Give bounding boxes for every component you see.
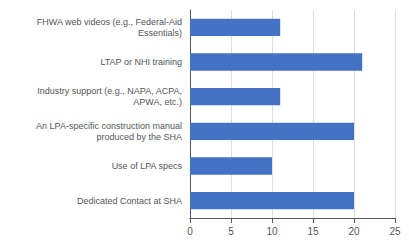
svg-text:5: 5 bbox=[228, 226, 234, 237]
svg-text:0: 0 bbox=[187, 226, 193, 237]
svg-text:Dedicated Contact at SHA: Dedicated Contact at SHA bbox=[77, 196, 182, 206]
svg-text:Industry support (e.g., NAPA,: Industry support (e.g., NAPA, ACPA, bbox=[37, 86, 182, 96]
svg-text:Use of LPA specs: Use of LPA specs bbox=[112, 161, 183, 171]
svg-text:An LPA-specific construction m: An LPA-specific construction manual bbox=[36, 121, 182, 131]
svg-text:15: 15 bbox=[307, 226, 319, 237]
svg-text:Essentials): Essentials) bbox=[138, 28, 182, 38]
svg-text:produced by the SHA: produced by the SHA bbox=[96, 132, 182, 142]
svg-text:APWA, etc.): APWA, etc.) bbox=[133, 97, 182, 107]
svg-text:LTAP or NHI training: LTAP or NHI training bbox=[100, 57, 182, 67]
svg-text:FHWA web videos (e.g., Federal: FHWA web videos (e.g., Federal-Aid bbox=[37, 17, 182, 27]
svg-text:10: 10 bbox=[266, 226, 278, 237]
svg-text:25: 25 bbox=[389, 226, 401, 237]
svg-text:20: 20 bbox=[348, 226, 360, 237]
